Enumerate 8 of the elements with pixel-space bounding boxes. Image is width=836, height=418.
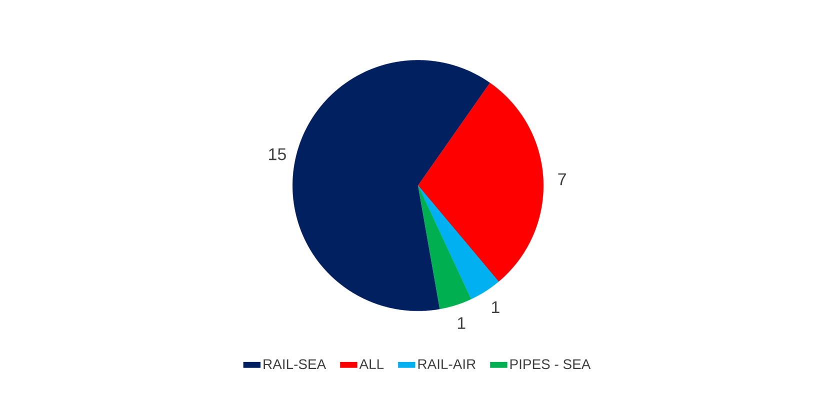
data-label: 1 <box>492 301 500 313</box>
legend-label: PIPES - SEA <box>510 359 591 370</box>
data-label: 1 <box>458 317 466 329</box>
legend-label: ALL <box>359 359 384 369</box>
data-label: 7 <box>558 173 566 186</box>
data-label: 15 <box>269 148 286 160</box>
legend-label: RAIL-SEA <box>264 359 326 370</box>
legend-label: RAIL-AIR <box>418 359 476 369</box>
